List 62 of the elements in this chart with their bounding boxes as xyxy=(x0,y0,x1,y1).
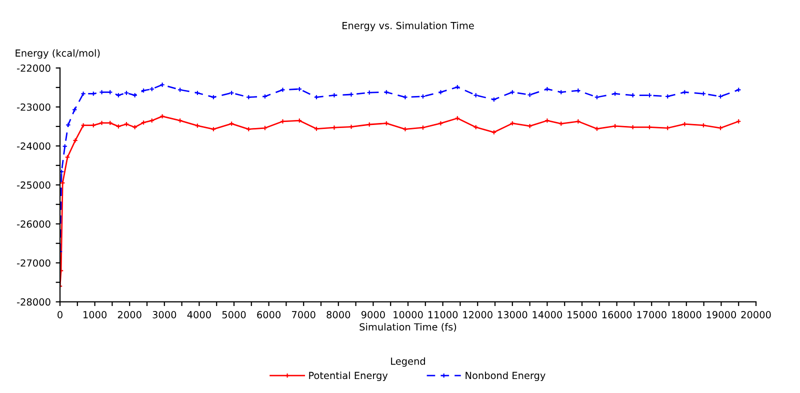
y-tick-label: -27000 xyxy=(17,259,50,267)
x-axis-title: Simulation Time (fs) xyxy=(360,323,456,332)
x-tick-label: 0 xyxy=(58,311,62,318)
y-tick-label: -26000 xyxy=(17,220,50,228)
y-tick-label: -24000 xyxy=(17,142,50,150)
point xyxy=(280,87,286,92)
legend-label: Nonbond Energy xyxy=(466,372,546,382)
point xyxy=(210,94,216,100)
x-tick-label: 20000 xyxy=(741,311,771,318)
y-tick-label: -23000 xyxy=(17,103,50,111)
point xyxy=(64,154,70,160)
x-tick-label: 19000 xyxy=(706,311,736,318)
x-tick-label: 17000 xyxy=(637,311,666,318)
point xyxy=(314,126,320,132)
point xyxy=(438,120,444,126)
x-tick-label: 3000 xyxy=(152,311,176,318)
chart-title: Energy vs. Simulation Time xyxy=(342,22,474,32)
point xyxy=(594,94,600,100)
x-tick-label: 16000 xyxy=(602,311,632,318)
point xyxy=(630,124,636,130)
x-tick-label: 6000 xyxy=(257,311,281,318)
x-tick-label: 12000 xyxy=(463,311,492,318)
point xyxy=(700,91,706,96)
x-tick-label: 1000 xyxy=(83,311,107,318)
point xyxy=(160,82,165,88)
point xyxy=(132,92,138,98)
y-tick-label: -28000 xyxy=(17,298,50,306)
point xyxy=(80,91,86,96)
point xyxy=(332,92,337,98)
y-axis-title: Energy (kcal/mol) xyxy=(16,49,100,59)
point xyxy=(473,92,478,98)
y-tick-label: -22000 xyxy=(17,64,50,72)
point xyxy=(99,90,104,95)
x-tick-label: 5000 xyxy=(222,311,246,318)
x-tick-label: 18000 xyxy=(672,311,702,318)
x-tick-label: 11000 xyxy=(428,311,458,318)
x-tick-label: 13000 xyxy=(498,311,528,318)
point xyxy=(473,124,478,130)
x-tick-label: 10000 xyxy=(394,311,423,318)
point xyxy=(314,94,320,100)
x-tick-label: 15000 xyxy=(568,311,597,318)
point xyxy=(348,124,354,130)
legend-label: Potential Energy xyxy=(309,372,388,382)
point xyxy=(700,122,706,128)
x-tick-label: 4000 xyxy=(187,311,211,318)
point xyxy=(491,130,497,135)
point xyxy=(402,94,408,100)
point xyxy=(402,126,408,132)
point xyxy=(80,122,86,128)
point xyxy=(116,92,122,98)
point xyxy=(438,90,444,95)
x-tick-label: 7000 xyxy=(292,311,316,318)
x-tick-label: 8000 xyxy=(326,311,350,318)
legend-title: Legend xyxy=(391,357,425,367)
point xyxy=(630,92,636,98)
x-tick-label: 2000 xyxy=(118,311,142,318)
x-tick-label: 9000 xyxy=(361,311,385,318)
x-tick-label: 14000 xyxy=(532,311,562,318)
y-tick-label: -25000 xyxy=(17,181,50,189)
point xyxy=(348,92,354,98)
point xyxy=(132,124,138,130)
point xyxy=(594,126,600,132)
